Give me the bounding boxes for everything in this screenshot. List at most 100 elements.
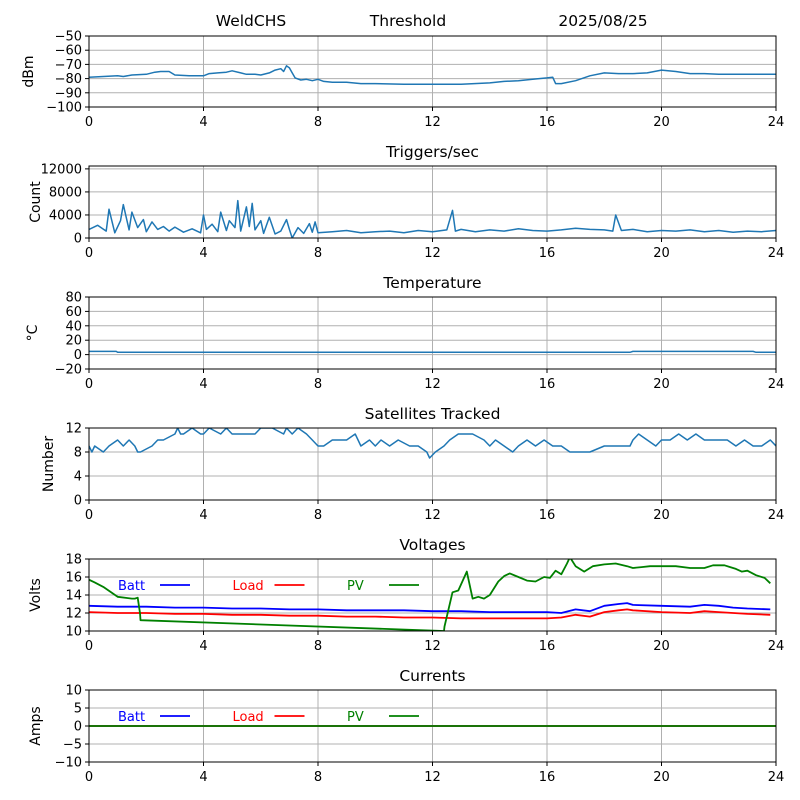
legend-label-load: Load (233, 579, 264, 594)
y-tick-label-threshold: −90 (55, 86, 82, 101)
panel-voltages: 0 4 8 12 16 20 24 10 12 14 16 18 Voltages Volts Batt Lo… (28, 536, 784, 654)
legend-currents: Batt Load PV (118, 710, 419, 725)
series-group-satellites (89, 428, 776, 459)
x-tick-label-voltages: 4 (199, 639, 207, 654)
y-tick-label-threshold: −70 (55, 58, 82, 73)
x-tick-label-currents: 4 (199, 770, 207, 785)
x-tick-label-triggers: 4 (199, 246, 207, 261)
x-tick-label-temperature: 20 (653, 377, 670, 392)
y-tick-label-satellites: 8 (74, 446, 82, 461)
series-group-voltages (89, 559, 771, 631)
y-tick-label-temperature: 0 (74, 348, 82, 363)
y-tick-label-satellites: 0 (74, 494, 82, 509)
y-tick-label-threshold: −60 (55, 44, 82, 59)
y-tick-label-temperature: 20 (65, 334, 82, 349)
y-tick-label-currents: 5 (74, 702, 82, 717)
x-tick-label-satellites: 24 (768, 508, 785, 523)
x-tick-label-currents: 16 (539, 770, 556, 785)
panel-title-temperature: Temperature (382, 274, 481, 292)
x-tick-label-threshold: 8 (314, 115, 322, 130)
y-tick-label-currents: −10 (55, 756, 82, 771)
x-tick-label-triggers: 20 (653, 246, 670, 261)
x-tick-label-satellites: 8 (314, 508, 322, 523)
y-tick-label-voltages: 12 (65, 607, 82, 622)
y-tick-label-triggers: 8000 (49, 185, 82, 200)
x-tick-label-threshold: 16 (539, 115, 556, 130)
series-triggers-0-line (89, 199, 776, 238)
y-tick-label-temperature: 60 (65, 305, 82, 320)
y-axis-label-satellites: Number (41, 436, 57, 492)
y-tick-label-temperature: 80 (65, 291, 82, 306)
threshold-label: Threshold (369, 12, 446, 30)
x-tick-label-currents: 12 (424, 770, 441, 785)
panel-title-voltages: Voltages (399, 536, 465, 554)
x-tick-label-temperature: 0 (85, 377, 93, 392)
x-tick-label-satellites: 20 (653, 508, 670, 523)
series-voltages-load-line (89, 608, 771, 620)
x-tick-label-temperature: 16 (539, 377, 556, 392)
y-tick-label-temperature: 40 (65, 319, 82, 334)
x-tick-label-triggers: 12 (424, 246, 441, 261)
x-tick-label-voltages: 24 (768, 639, 785, 654)
series-threshold-0-line (89, 65, 776, 86)
y-tick-label-threshold: −50 (55, 30, 82, 45)
x-tick-label-triggers: 0 (85, 246, 93, 261)
panel-triggers: 0 4 8 12 16 20 24 0 4000 8000 12000 Triggers/sec Cou… (28, 143, 784, 261)
x-tick-label-threshold: 4 (199, 115, 207, 130)
y-axis-label-threshold: dBm (21, 55, 37, 87)
x-tick-label-satellites: 0 (85, 508, 93, 523)
panel-currents: 0 4 8 12 16 20 24 −10 −5 0 5 10 Currents Amps Batt Load… (28, 667, 784, 785)
x-tick-label-threshold: 20 (653, 115, 670, 130)
x-tick-label-voltages: 20 (653, 639, 670, 654)
x-tick-label-temperature: 12 (424, 377, 441, 392)
series-group-temperature (89, 350, 776, 354)
legend-voltages: Batt Load PV (118, 579, 419, 594)
x-tick-label-satellites: 16 (539, 508, 556, 523)
x-tick-label-threshold: 0 (85, 115, 93, 130)
x-tick-label-voltages: 0 (85, 639, 93, 654)
series-group-triggers (89, 199, 776, 238)
x-tick-label-voltages: 8 (314, 639, 322, 654)
x-tick-label-triggers: 16 (539, 246, 556, 261)
x-tick-label-triggers: 24 (768, 246, 785, 261)
legend-label-batt: Batt (118, 579, 145, 594)
legend-label-batt: Batt (118, 710, 145, 725)
y-tick-label-voltages: 18 (65, 553, 82, 568)
y-tick-label-voltages: 10 (65, 625, 82, 640)
y-tick-label-triggers: 4000 (49, 208, 82, 223)
series-group-threshold (89, 65, 776, 86)
date-label: 2025/08/25 (558, 12, 647, 30)
y-tick-label-voltages: 14 (65, 589, 82, 604)
y-axis-label-currents: Amps (28, 706, 44, 745)
station-name: WeldCHS (216, 12, 286, 30)
x-tick-label-satellites: 12 (424, 508, 441, 523)
y-tick-label-threshold: −100 (46, 101, 82, 116)
legend-label-pv: PV (347, 710, 364, 725)
x-tick-label-temperature: 4 (199, 377, 207, 392)
y-tick-label-satellites: 4 (74, 470, 82, 485)
x-tick-label-threshold: 12 (424, 115, 441, 130)
y-axis-label-voltages: Volts (28, 578, 44, 612)
y-tick-label-currents: 10 (65, 684, 82, 699)
panel-title-currents: Currents (399, 667, 465, 685)
series-voltages-pv-line (89, 559, 771, 631)
x-tick-label-currents: 8 (314, 770, 322, 785)
y-tick-label-triggers: 0 (74, 232, 82, 247)
x-tick-label-temperature: 24 (768, 377, 785, 392)
x-tick-label-voltages: 12 (424, 639, 441, 654)
y-axis-label-temperature: °C (25, 324, 41, 341)
panel-title-triggers: Triggers/sec (385, 143, 479, 161)
x-tick-label-currents: 24 (768, 770, 785, 785)
y-axis-label-triggers: Count (28, 181, 44, 223)
header: WeldCHS Threshold 2025/08/25 (216, 12, 648, 30)
legend-label-load: Load (233, 710, 264, 725)
x-tick-label-triggers: 8 (314, 246, 322, 261)
x-tick-label-currents: 0 (85, 770, 93, 785)
series-voltages-batt-line (89, 602, 771, 614)
y-tick-label-threshold: −80 (55, 72, 82, 87)
panel-satellites: 0 4 8 12 16 20 24 0 4 8 12 Satellites Tracked Number (41, 405, 784, 523)
x-tick-label-threshold: 24 (768, 115, 785, 130)
